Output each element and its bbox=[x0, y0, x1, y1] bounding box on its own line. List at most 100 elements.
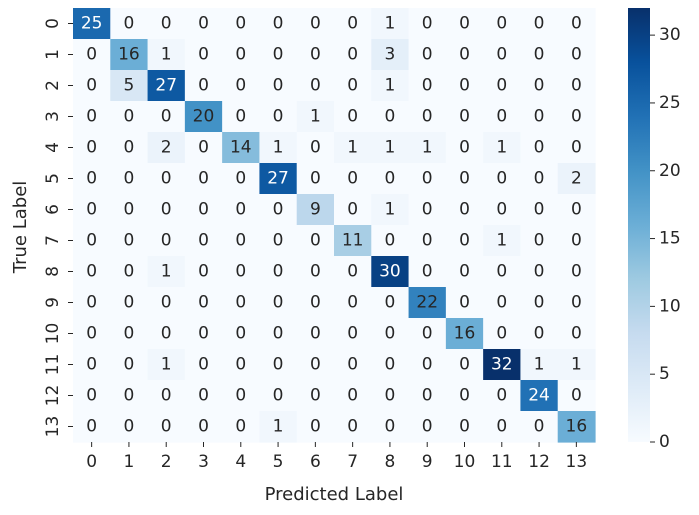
cell-value-label: 1 bbox=[385, 76, 396, 96]
cell-value-label: 0 bbox=[161, 200, 172, 220]
cell-value-label: 0 bbox=[385, 324, 396, 344]
cell-value-label: 1 bbox=[347, 138, 358, 158]
heatmap-cell bbox=[222, 411, 261, 443]
heatmap-cell bbox=[483, 132, 522, 164]
heatmap-cell bbox=[222, 194, 261, 226]
heatmap-cell bbox=[557, 8, 596, 40]
heatmap-cell bbox=[147, 287, 186, 319]
heatmap-cell bbox=[371, 287, 410, 319]
cell-value-label: 0 bbox=[235, 14, 246, 34]
heatmap-cell bbox=[520, 194, 559, 226]
heatmap-cell bbox=[73, 132, 111, 164]
heatmap-cell bbox=[147, 225, 186, 257]
cell-value-label: 0 bbox=[86, 324, 97, 344]
heatmap-cell bbox=[259, 318, 298, 350]
cell-value-label: 0 bbox=[347, 45, 358, 65]
cell-value-label: 0 bbox=[198, 138, 209, 158]
heatmap-cell bbox=[445, 256, 484, 288]
heatmap-cell bbox=[334, 380, 372, 412]
heatmap-cell bbox=[557, 411, 596, 443]
heatmap-cell bbox=[483, 287, 522, 319]
heatmap-cell bbox=[483, 380, 522, 412]
cell-value-label: 1 bbox=[385, 138, 396, 158]
x-tick-label: 13 bbox=[566, 452, 588, 472]
cell-value-label: 0 bbox=[496, 169, 507, 189]
heatmap-cell bbox=[110, 132, 149, 164]
heatmap-cell bbox=[520, 163, 559, 195]
cell-value-label: 0 bbox=[161, 386, 172, 406]
cell-value-label: 1 bbox=[496, 231, 507, 251]
heatmap-cell bbox=[445, 318, 484, 350]
heatmap-cell bbox=[557, 256, 596, 288]
cell-value-label: 0 bbox=[347, 14, 358, 34]
heatmap-cell bbox=[110, 8, 149, 40]
heatmap-cell bbox=[371, 194, 410, 226]
heatmap-cell bbox=[296, 256, 335, 288]
cell-value-label: 0 bbox=[385, 169, 396, 189]
cell-value-label: 0 bbox=[310, 169, 321, 189]
cell-value-label: 0 bbox=[534, 417, 545, 437]
cell-value-label: 1 bbox=[310, 107, 321, 127]
cell-value-label: 0 bbox=[347, 169, 358, 189]
y-tick-label: 4 bbox=[43, 142, 63, 153]
heatmap-cell bbox=[296, 380, 335, 412]
heatmap-cell bbox=[520, 349, 559, 381]
heatmap-cell bbox=[483, 225, 522, 257]
heatmap-cell bbox=[259, 39, 298, 71]
cell-value-label: 0 bbox=[198, 45, 209, 65]
heatmap-cell bbox=[110, 101, 149, 133]
heatmap-cell bbox=[483, 349, 522, 381]
cell-value-label: 0 bbox=[198, 169, 209, 189]
cell-value-label: 0 bbox=[198, 262, 209, 282]
cell-value-label: 0 bbox=[496, 293, 507, 313]
cell-value-label: 0 bbox=[124, 107, 135, 127]
heatmap-cell bbox=[147, 8, 186, 40]
cell-value-label: 0 bbox=[86, 293, 97, 313]
cell-value-label: 0 bbox=[422, 231, 433, 251]
heatmap-cell bbox=[371, 70, 410, 102]
heatmap-cell bbox=[296, 39, 335, 71]
heatmap-cell bbox=[371, 225, 410, 257]
x-tick-label: 3 bbox=[198, 452, 209, 472]
colorbar-tick-label: 10 bbox=[659, 296, 681, 316]
colorbar-tick-label: 0 bbox=[659, 432, 670, 452]
cell-value-label: 0 bbox=[571, 293, 582, 313]
cell-value-label: 0 bbox=[198, 76, 209, 96]
cell-value-label: 0 bbox=[86, 45, 97, 65]
cell-value-label: 0 bbox=[496, 324, 507, 344]
heatmap-cell bbox=[296, 8, 335, 40]
heatmap-cell bbox=[445, 380, 484, 412]
heatmap-cell bbox=[445, 194, 484, 226]
heatmap-cell bbox=[408, 163, 447, 195]
cell-value-label: 5 bbox=[124, 76, 135, 96]
heatmap-cell bbox=[184, 225, 223, 257]
heatmap-cell bbox=[73, 411, 111, 443]
heatmap-cell bbox=[73, 349, 111, 381]
heatmap-cell bbox=[147, 349, 186, 381]
cell-value-label: 0 bbox=[198, 293, 209, 313]
heatmap-cell bbox=[371, 380, 410, 412]
heatmap-cell bbox=[334, 39, 372, 71]
heatmap-cell bbox=[371, 101, 410, 133]
heatmap-cell bbox=[147, 132, 186, 164]
heatmap-cell bbox=[259, 349, 298, 381]
x-axis-ticks: 0 1 2 3 4 5 6 7 8 9 10 11 12 13 bbox=[86, 442, 587, 472]
heatmap-cell bbox=[184, 256, 223, 288]
heatmap-cell bbox=[520, 8, 559, 40]
x-tick-label: 7 bbox=[347, 452, 358, 472]
heatmap-cell bbox=[520, 101, 559, 133]
cell-value-label: 0 bbox=[534, 293, 545, 313]
cell-value-label: 0 bbox=[198, 14, 209, 34]
heatmap-cell bbox=[520, 287, 559, 319]
heatmap-cell bbox=[520, 132, 559, 164]
cell-value-label: 0 bbox=[422, 107, 433, 127]
cell-value-label: 0 bbox=[496, 107, 507, 127]
cell-value-label: 3 bbox=[385, 45, 396, 65]
heatmap-cell bbox=[371, 349, 410, 381]
heatmap-cell bbox=[110, 411, 149, 443]
cell-value-label: 0 bbox=[459, 262, 470, 282]
cell-value-label: 0 bbox=[310, 324, 321, 344]
heatmap-cell bbox=[147, 39, 186, 71]
heatmap-cell bbox=[483, 39, 522, 71]
cell-value-label: 0 bbox=[534, 138, 545, 158]
